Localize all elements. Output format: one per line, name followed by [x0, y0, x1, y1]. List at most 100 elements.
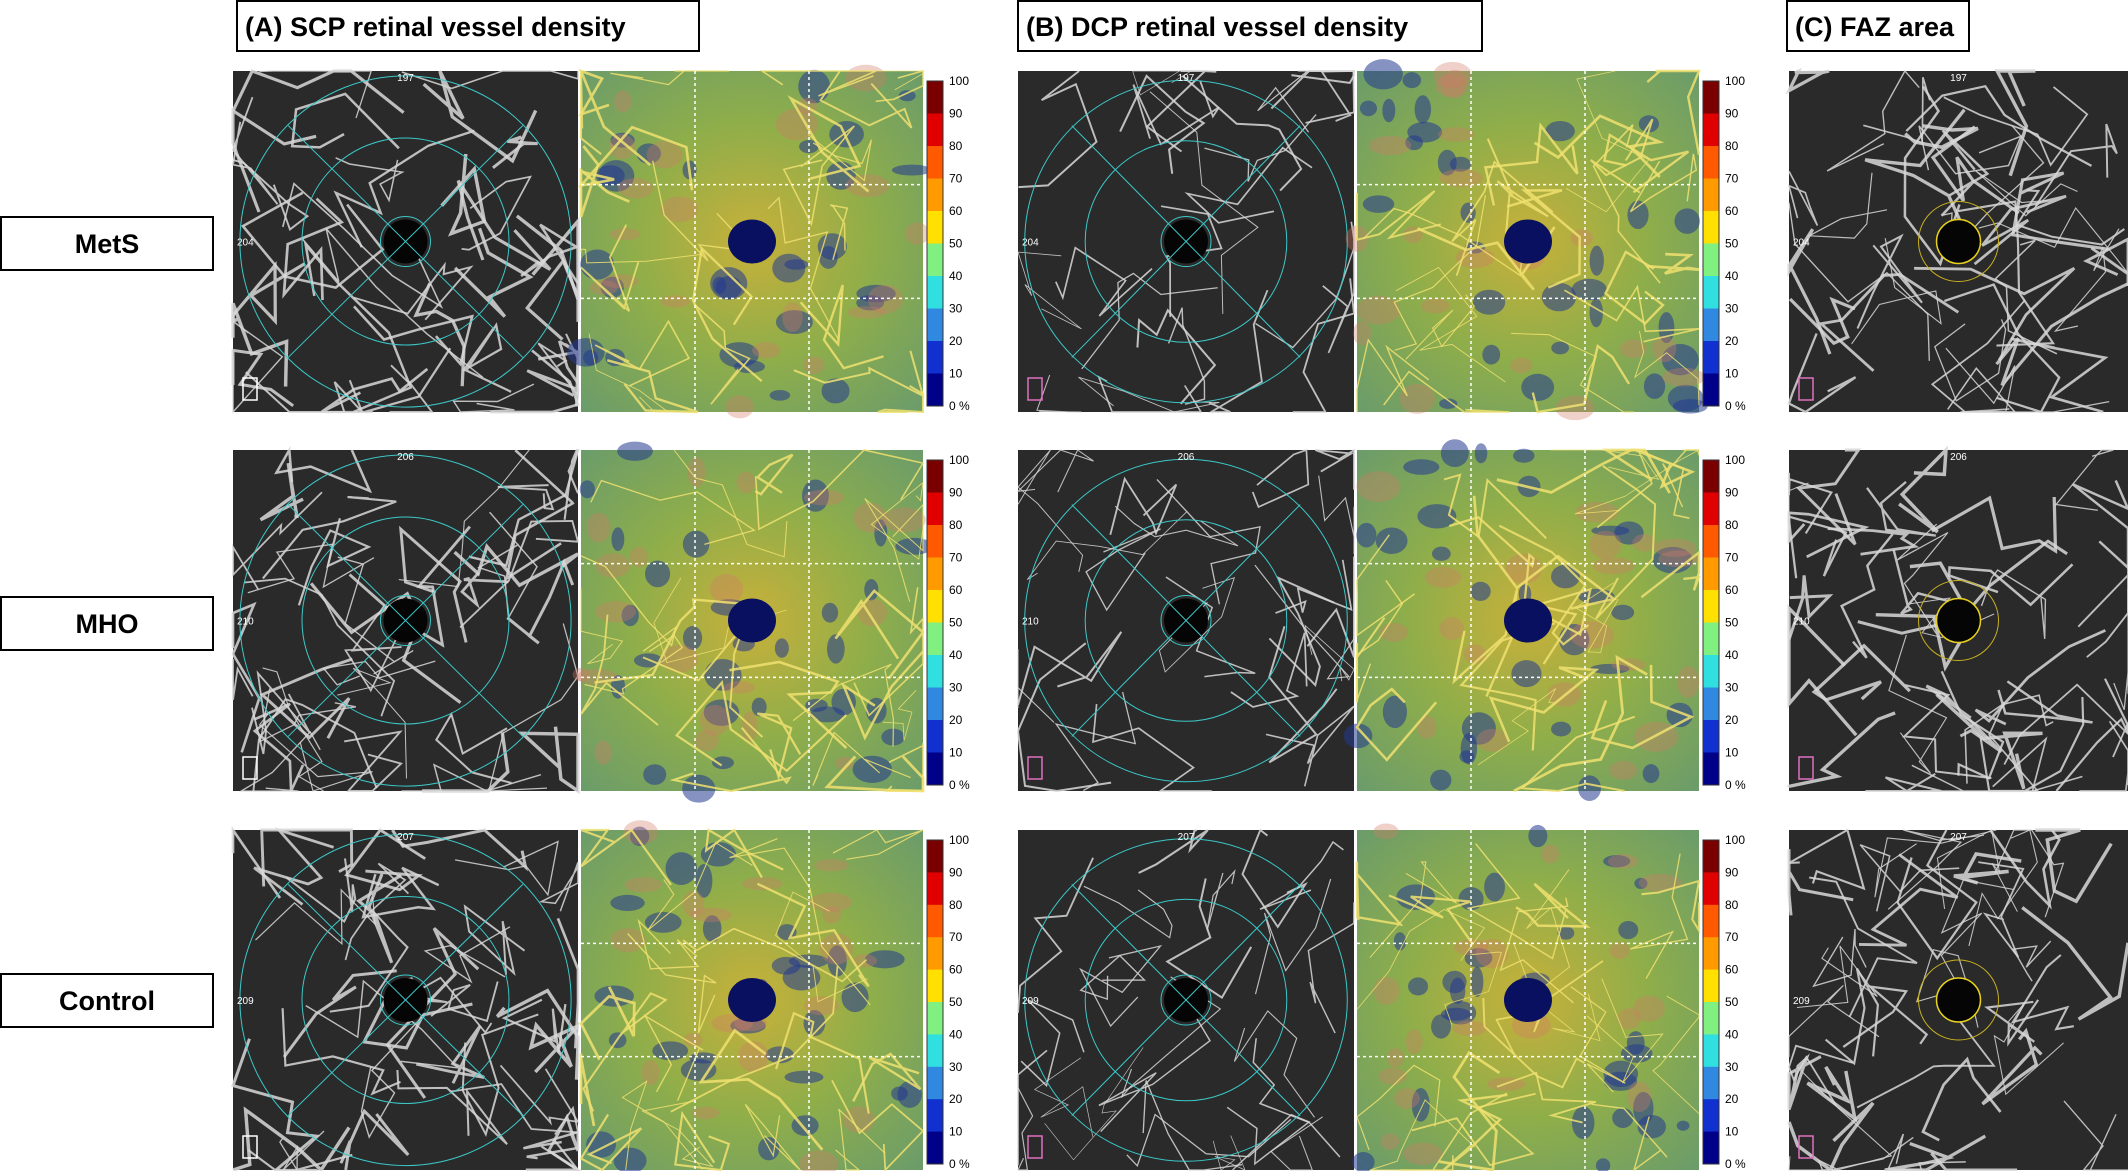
vessel [1017, 1049, 1048, 1166]
vessel [588, 333, 670, 413]
colorbar-frame [926, 839, 944, 1165]
segment-value: 207 [1950, 832, 1967, 843]
high-density-patch [1356, 471, 1401, 503]
high-density-patch [641, 1059, 660, 1086]
colorbar-segment [927, 276, 943, 309]
vessel [1016, 449, 1094, 493]
vessel [1945, 347, 2110, 413]
vessel [329, 909, 409, 1013]
low-density-patch [652, 1041, 689, 1061]
low-density-patch [821, 378, 850, 404]
vessel [253, 827, 335, 906]
vessel [1787, 170, 1819, 226]
colorbar-label: 50 [949, 616, 963, 630]
colorbar-label: 80 [1725, 898, 1739, 912]
high-density-patch [1607, 854, 1639, 869]
colorbar-frame [926, 80, 944, 407]
vessel [2063, 1100, 2128, 1171]
colorbar-label: 10 [949, 367, 963, 381]
high-density-patch [683, 1033, 703, 1047]
vessel [1866, 481, 1936, 537]
low-density-patch [1382, 695, 1408, 729]
vessel [580, 555, 678, 652]
segment-value: 197 [397, 73, 414, 84]
high-density-patch [1438, 127, 1475, 142]
vessel [1824, 968, 1880, 1066]
vessel [693, 303, 751, 405]
vessel [1563, 284, 1700, 343]
high-density-patch [1510, 357, 1533, 374]
vessel [1934, 319, 2007, 402]
low-density-patch [809, 706, 845, 723]
vessel [831, 1079, 925, 1171]
vessel [460, 571, 509, 609]
high-density-patch [1638, 873, 1682, 892]
vessel [1947, 563, 2074, 607]
low-density-patch [1551, 721, 1572, 737]
vessel [297, 518, 372, 606]
high-density-patch [617, 178, 654, 199]
vessel [1812, 928, 1867, 988]
colorbar-segment [1703, 655, 1719, 688]
vessel [1369, 1099, 1476, 1171]
vessel [1787, 515, 1848, 579]
colorbar-segment [1703, 341, 1719, 374]
high-density-patch [1476, 728, 1509, 752]
vessel [1586, 978, 1664, 1084]
vessel [1953, 851, 2022, 885]
vessel [1925, 684, 2003, 754]
octa-image: 207 209 [1787, 828, 2128, 1171]
vessel [1984, 999, 2040, 1047]
vessel [682, 927, 868, 983]
segment-value: 210 [237, 617, 254, 628]
low-density-patch [1595, 1158, 1611, 1171]
grid-ring [1024, 838, 1348, 1162]
vessel [1483, 122, 1579, 206]
vessel [1788, 202, 1930, 361]
colorbar-label: 60 [949, 963, 963, 977]
colorbar-segment [1703, 1131, 1719, 1165]
low-density-patch [827, 945, 847, 977]
colorbar-label: 100 [949, 833, 969, 847]
vessel [1120, 976, 1222, 1098]
colorbar-label: 60 [949, 204, 963, 218]
vessel [1486, 138, 1549, 236]
vessel [258, 711, 373, 792]
high-density-patch [694, 729, 719, 752]
colorbar-segment [1703, 146, 1719, 179]
colorbar-segment [1703, 460, 1719, 493]
vessel [1994, 69, 2036, 177]
vessel [1020, 999, 1085, 1088]
vessel [279, 1130, 325, 1171]
vessel [1026, 510, 1188, 580]
colorbar-label: 70 [1725, 551, 1739, 565]
colorbar-label: 10 [1725, 367, 1739, 381]
low-density-patch [895, 537, 934, 555]
vessel [1858, 853, 1959, 947]
vessel [1498, 524, 1590, 646]
vessel [335, 157, 405, 203]
high-density-patch [595, 601, 636, 623]
panel-title-box [1786, 0, 1970, 52]
low-density-patch [1474, 443, 1488, 464]
vessel [2113, 588, 2128, 711]
segment-value: 204 [1793, 238, 1810, 249]
colorbar-segment [1703, 752, 1719, 786]
low-density-patch [841, 982, 869, 1013]
low-density-patch [1578, 775, 1602, 801]
vessel [1488, 666, 1600, 743]
high-density-patch [1378, 1067, 1407, 1085]
high-density-patch [1356, 295, 1401, 325]
vessel [621, 1080, 703, 1170]
colorbar-label: 50 [1725, 237, 1739, 251]
icon [1798, 756, 1814, 780]
low-density-patch [1439, 398, 1458, 409]
vessel [2083, 237, 2128, 286]
low-density-patch [1431, 1014, 1451, 1039]
low-density-patch [1571, 278, 1607, 301]
vessel [563, 448, 580, 520]
vessel [578, 68, 652, 166]
vessel [1268, 626, 1338, 764]
colorbar-label: 20 [949, 1092, 963, 1106]
